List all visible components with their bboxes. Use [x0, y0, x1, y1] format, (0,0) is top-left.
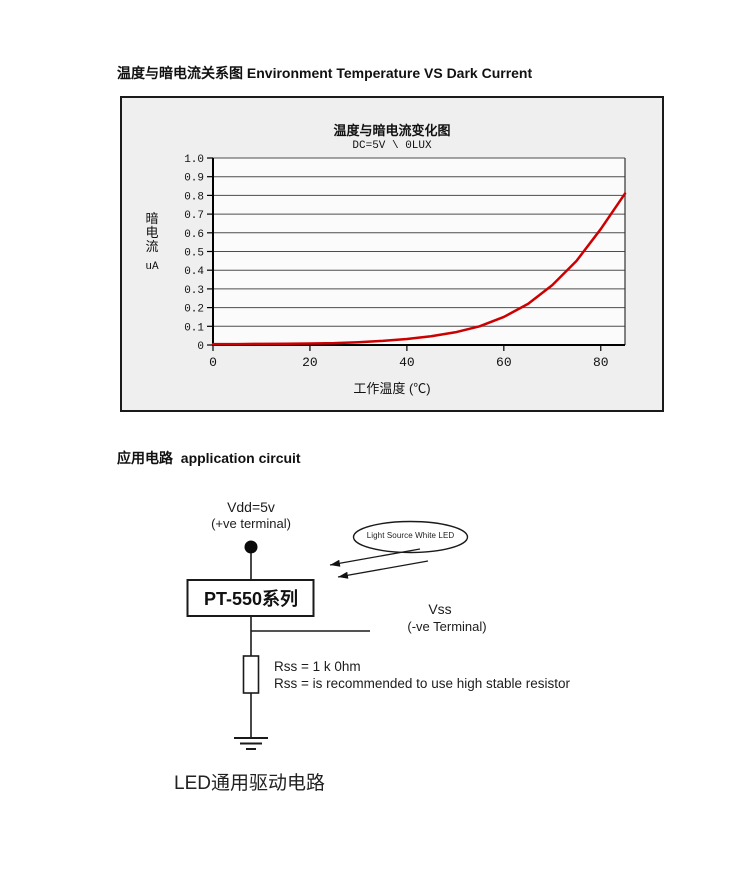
svg-text:80: 80: [593, 355, 609, 370]
vss-sublabel: (-ve Terminal): [407, 619, 487, 634]
chart-plot-svg: 1.0 0.9 0.8 0.7 0.6 0.5 0.4 0.3 0.2 0.1 00 20 40 60 80: [184, 154, 627, 370]
vdd-label: Vdd=5v: [227, 499, 275, 515]
svg-text:0: 0: [197, 341, 204, 353]
x-axis-title: 工作温度 (℃): [353, 381, 431, 396]
vdd-terminal-dot: [244, 540, 258, 554]
svg-text:0: 0: [209, 355, 217, 370]
y-axis-title: 暗电流 uA: [144, 212, 160, 274]
rss-value-label: Rss = 1 k 0hm: [274, 659, 361, 674]
svg-text:0.2: 0.2: [184, 304, 204, 316]
light-ray-arrow-1: [329, 548, 421, 567]
y-axis-unit: uA: [145, 261, 159, 273]
light-ray-arrow-2: [337, 560, 429, 579]
vdd-sublabel: (+ve terminal): [211, 516, 291, 531]
svg-text:0.6: 0.6: [184, 229, 204, 241]
svg-text:0.5: 0.5: [184, 248, 204, 260]
dark-current-curve: [211, 192, 627, 346]
rss-note-label: Rss = is recommended to use high stable …: [274, 676, 571, 691]
y-tick-labels: 1.0 0.9 0.8 0.7 0.6 0.5 0.4 0.3 0.2 0.1 0: [184, 154, 204, 353]
svg-text:1.0: 1.0: [184, 154, 204, 166]
vss-label: Vss: [428, 601, 452, 617]
pt550-box-label: PT-550系列: [203, 589, 299, 609]
svg-text:0.8: 0.8: [184, 191, 204, 203]
chart-subtitle: DC=5V \ 0LUX: [352, 140, 432, 152]
svg-text:20: 20: [302, 355, 318, 370]
ground-symbol: [234, 737, 268, 750]
application-circuit-diagram: [186, 520, 469, 750]
svg-text:0.3: 0.3: [184, 285, 204, 297]
section1-title: 温度与暗电流关系图 Environment Temperature VS Dar…: [117, 65, 533, 81]
chart-title: 温度与暗电流变化图: [333, 123, 451, 138]
svg-text:0.7: 0.7: [184, 210, 204, 222]
svg-text:0.9: 0.9: [184, 173, 204, 185]
x-tick-labels: 0 20 40 60 80: [209, 345, 609, 370]
temperature-dark-current-chart: 1.0 0.9 0.8 0.7 0.6 0.5 0.4 0.3 0.2 0.1 0 0 20 40 60 80…: [120, 96, 664, 412]
light-source-label: Light Source White LED: [366, 531, 455, 540]
circuit-caption: LED通用驱动电路: [174, 773, 325, 794]
light-source-ellipse: [352, 520, 469, 554]
y-axis-title-text: 暗电流: [145, 211, 159, 254]
resistor-symbol: [242, 655, 260, 694]
svg-text:0.4: 0.4: [184, 266, 204, 278]
svg-text:40: 40: [399, 355, 415, 370]
section2-title: 应用电路 application circuit: [117, 450, 301, 466]
svg-text:0.1: 0.1: [184, 322, 204, 334]
svg-text:60: 60: [496, 355, 512, 370]
